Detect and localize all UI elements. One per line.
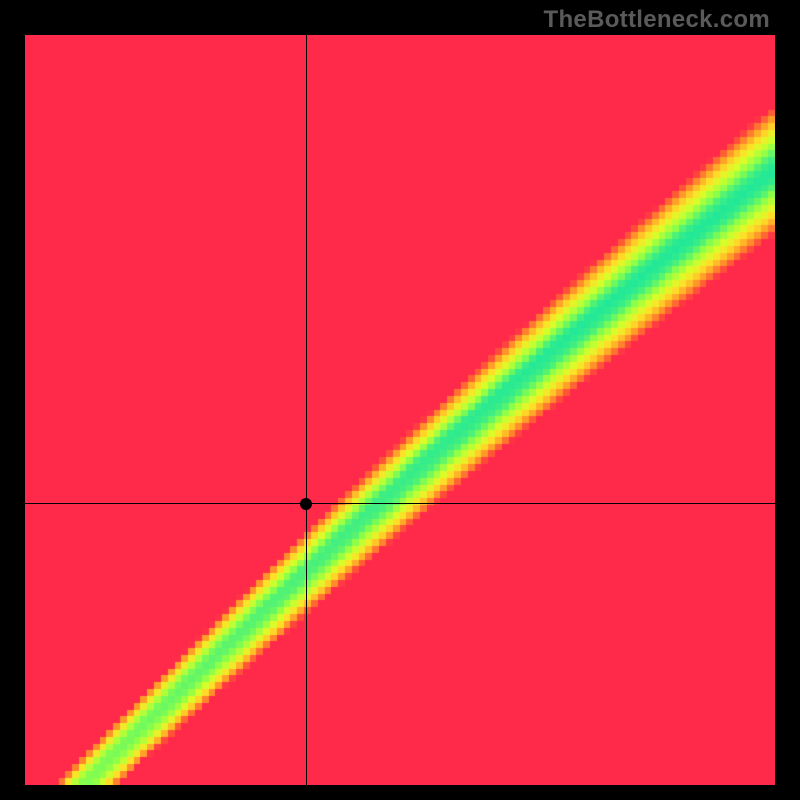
crosshair-vertical xyxy=(306,35,307,785)
crosshair-marker xyxy=(300,498,312,510)
crosshair-horizontal xyxy=(25,503,775,504)
heatmap-canvas xyxy=(25,35,775,785)
heatmap-area xyxy=(25,35,775,785)
chart-container: TheBottleneck.com xyxy=(0,0,800,800)
watermark-text: TheBottleneck.com xyxy=(544,6,770,34)
